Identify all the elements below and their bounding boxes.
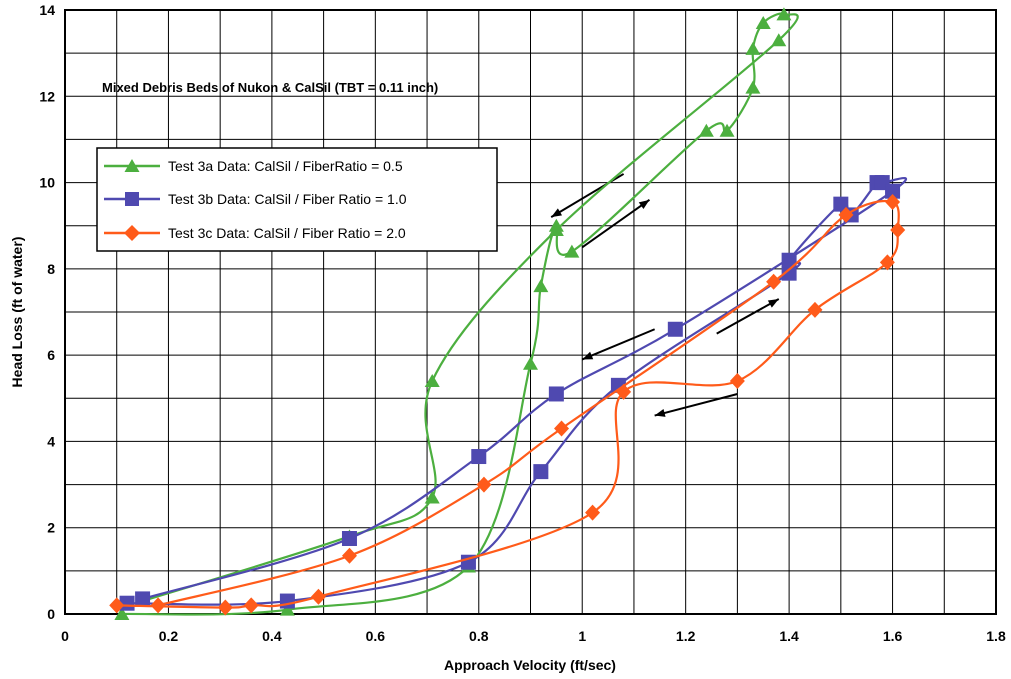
data-point-diamond [310,588,326,605]
x-tick-label: 0.6 [366,628,386,644]
x-tick-label: 1.8 [986,628,1006,644]
direction-arrow-head [654,409,666,417]
y-tick-label: 10 [39,175,55,191]
direction-arrow-head [767,299,779,308]
data-point-diamond [890,222,906,239]
data-point-square [119,595,135,611]
data-point-triangle [114,607,130,620]
y-tick-label: 8 [47,261,55,277]
direction-arrow-shaft [581,199,651,249]
series-2 [109,193,906,616]
x-tick-label: 0.2 [159,628,179,644]
data-point-diamond [585,504,601,521]
y-tick-label: 14 [39,2,55,18]
annotation-text: Mixed Debris Beds of Nukon & CalSil (TBT… [102,80,438,95]
data-point-triangle [745,80,761,94]
y-tick-label: 12 [39,88,55,104]
data-point-square [548,386,564,402]
legend-marker-test-3b [125,192,139,206]
y-tick-label: 6 [47,347,55,363]
data-point-diamond [109,597,125,614]
data-point-diamond [838,206,854,223]
direction-arrow-shaft [654,393,738,417]
direction-arrow-shaft [581,328,656,361]
data-point-triangle [745,41,761,55]
legend-item-test-3c: Test 3c Data: CalSil / Fiber Ratio = 2.0 [104,225,406,241]
legend-marker-test-3a [124,159,140,172]
data-point-diamond [554,420,570,437]
data-point-diamond [879,254,895,271]
y-tick-label: 4 [47,433,55,449]
data-point-diamond [729,373,745,390]
data-point-triangle [424,490,440,504]
direction-arrow-head [551,208,563,218]
data-point-diamond [885,193,901,210]
data-point-triangle [279,602,295,616]
x-tick-label: 1 [578,628,586,644]
x-tick-label: 1.6 [883,628,903,644]
data-point-square [471,449,487,465]
data-point-square [341,531,357,546]
data-point-diamond [616,383,632,400]
data-point-triangle [564,244,580,258]
data-point-triangle [719,123,735,137]
legend-item-test-3b: Test 3b Data: CalSil / Fiber Ratio = 1.0 [104,191,407,207]
legend-label-test-3c: Test 3c Data: CalSil / Fiber Ratio = 2.0 [168,225,406,241]
legend-marker-test-3c [124,225,140,241]
x-tick-label: 1.2 [676,628,696,644]
data-point-triangle [755,15,771,29]
direction-arrow-head [638,199,650,210]
data-point-square [781,265,797,281]
data-point-triangle [424,374,440,388]
data-point-square [279,593,295,609]
legend: Test 3a Data: CalSil / FiberRatio = 0.5 … [96,147,498,252]
data-point-square [533,464,549,480]
data-point-triangle [771,33,787,47]
legend-box [96,147,498,252]
x-tick-label: 0.8 [469,628,489,644]
y-tick-label: 2 [47,520,55,536]
data-point-diamond [217,599,233,616]
data-point-diamond [476,476,492,493]
x-tick-label: 0 [61,628,69,644]
data-point-triangle [523,356,538,370]
data-point-triangle [776,7,792,21]
direction-arrow-head [582,351,594,360]
legend-label-test-3a: Test 3a Data: CalSil / FiberRatio = 0.5 [168,158,403,174]
data-series [109,7,908,620]
y-axis-title: Head Loss (ft of water) [9,237,25,388]
data-point-diamond [243,597,259,614]
data-point-square [781,252,797,268]
x-tick-label: 0.4 [262,628,282,644]
direction-arrow-shaft [716,298,780,335]
data-point-diamond [341,547,357,564]
y-tick-label: 0 [47,606,55,622]
data-point-triangle [548,223,564,237]
x-axis-title: Approach Velocity (ft/sec) [444,657,616,673]
x-tick-label: 1.4 [779,628,799,644]
legend-item-test-3a: Test 3a Data: CalSil / FiberRatio = 0.5 [104,158,403,174]
data-point-triangle [698,123,714,137]
data-point-diamond [150,597,166,614]
data-point-diamond [766,273,782,290]
data-point-square [885,183,901,199]
legend-label-test-3b: Test 3b Data: CalSil / Fiber Ratio = 1.0 [168,191,407,207]
data-point-square [667,321,683,337]
tick-labels: 0 0.2 0.4 0.6 0.8 1 1.2 1.4 1.6 1.8 0 2 4 6 8 10 12 14 [39,2,1006,644]
data-point-diamond [807,301,823,318]
data-point-square [135,591,151,607]
data-point-triangle [533,279,549,293]
